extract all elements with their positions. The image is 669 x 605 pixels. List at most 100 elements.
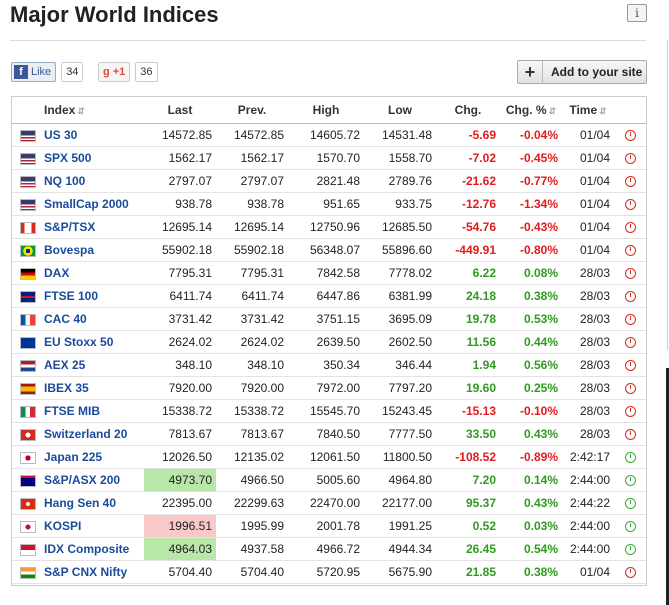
info-icon[interactable]: i: [627, 4, 647, 22]
last-value: 1562.17: [144, 146, 216, 170]
time-value: 28/03: [562, 353, 614, 377]
change-pct-value: -0.89%: [500, 445, 562, 469]
change-value: 11.56: [436, 330, 500, 354]
clock-cell: [614, 192, 646, 216]
index-name-link[interactable]: S&P CNX Nifty: [44, 560, 144, 584]
index-name-link[interactable]: EU Stoxx 50: [44, 330, 144, 354]
time-value: 2:42:17: [562, 445, 614, 469]
header-chg[interactable]: Chg.: [436, 97, 500, 124]
table-row[interactable]: FTSE 100 6411.74 6411.74 6447.86 6381.99…: [12, 284, 646, 308]
index-name-link[interactable]: US 30: [44, 123, 144, 147]
us-flag-icon: [20, 175, 36, 188]
table-row[interactable]: IDX Composite 4964.03 4937.58 4966.72 49…: [12, 537, 646, 561]
flag-icon: [12, 146, 44, 170]
index-name-link[interactable]: Hang Sen 40: [44, 491, 144, 515]
index-name-link[interactable]: Japan 225: [44, 445, 144, 469]
index-name-link[interactable]: S&P/TSX: [44, 215, 144, 239]
it-flag-icon: [20, 405, 36, 418]
clock-cell: [614, 353, 646, 377]
clock-cell: [614, 146, 646, 170]
index-name-link[interactable]: DAX: [44, 261, 144, 285]
au-flag-icon: [20, 474, 36, 487]
table-row[interactable]: Hang Sen 40 22395.00 22299.63 22470.00 2…: [12, 491, 646, 515]
index-name-link[interactable]: Switzerland 20: [44, 422, 144, 446]
clock-icon: [624, 406, 636, 418]
index-name-link[interactable]: Bovespa: [44, 238, 144, 262]
index-name-link[interactable]: IBEX 35: [44, 376, 144, 400]
clock-icon: [624, 475, 636, 487]
high-value: 22470.00: [288, 491, 364, 515]
change-value: 26.45: [436, 537, 500, 561]
flag-icon: [12, 330, 44, 354]
scrollbar-edge[interactable]: [666, 368, 669, 605]
prev-value: 12695.14: [216, 215, 288, 239]
index-name-link[interactable]: FTSE 100: [44, 284, 144, 308]
index-name-link[interactable]: KOSPI: [44, 514, 144, 538]
index-name-link[interactable]: SPX 500: [44, 146, 144, 170]
table-row[interactable]: SPX 500 1562.17 1562.17 1570.70 1558.70 …: [12, 146, 646, 170]
clock-cell: [614, 238, 646, 262]
header-high[interactable]: High: [288, 97, 364, 124]
google-plus-button[interactable]: g +1: [98, 62, 131, 82]
header-low[interactable]: Low: [364, 97, 436, 124]
clock-cell: [614, 330, 646, 354]
high-value: 1570.70: [288, 146, 364, 170]
header-time[interactable]: Time ⇵: [562, 97, 614, 124]
last-value: 12695.14: [144, 215, 216, 239]
header-last[interactable]: Last: [144, 97, 216, 124]
table-row[interactable]: IBEX 35 7920.00 7920.00 7972.00 7797.20 …: [12, 376, 646, 400]
table-row[interactable]: KOSPI 1996.51 1995.99 2001.78 1991.25 0.…: [12, 514, 646, 538]
change-value: -54.76: [436, 215, 500, 239]
table-row[interactable]: EU Stoxx 50 2624.02 2624.02 2639.50 2602…: [12, 330, 646, 354]
index-name-link[interactable]: FTSE MIB: [44, 399, 144, 423]
change-pct-value: -0.04%: [500, 123, 562, 147]
flag-icon: [12, 560, 44, 584]
high-value: 3751.15: [288, 307, 364, 331]
facebook-like[interactable]: f Like 34: [11, 62, 84, 82]
table-row[interactable]: CAC 40 3731.42 3731.42 3751.15 3695.09 1…: [12, 307, 646, 331]
change-value: 0.52: [436, 514, 500, 538]
table-row[interactable]: Bovespa 55902.18 55902.18 56348.07 55896…: [12, 238, 646, 262]
index-name-link[interactable]: AEX 25: [44, 353, 144, 377]
table-row[interactable]: Switzerland 20 7813.67 7813.67 7840.50 7…: [12, 422, 646, 446]
table-row[interactable]: NQ 100 2797.07 2797.07 2821.48 2789.76 -…: [12, 169, 646, 193]
high-value: 12750.96: [288, 215, 364, 239]
table-row[interactable]: Japan 225 12026.50 12135.02 12061.50 118…: [12, 445, 646, 469]
high-value: 7972.00: [288, 376, 364, 400]
index-name-link[interactable]: NQ 100: [44, 169, 144, 193]
facebook-like-button[interactable]: f Like: [11, 62, 57, 82]
clock-icon: [624, 337, 636, 349]
prev-value: 4966.50: [216, 468, 288, 492]
index-name-link[interactable]: CAC 40: [44, 307, 144, 331]
table-row[interactable]: DAX 7795.31 7795.31 7842.58 7778.02 6.22…: [12, 261, 646, 285]
prev-value: 1562.17: [216, 146, 288, 170]
change-value: 7.20: [436, 468, 500, 492]
prev-value: 6411.74: [216, 284, 288, 308]
change-value: 21.85: [436, 560, 500, 584]
header-index[interactable]: Index ⇵: [44, 97, 144, 124]
low-value: 5675.90: [364, 560, 436, 584]
time-value: 01/04: [562, 123, 614, 147]
index-name-link[interactable]: SmallCap 2000: [44, 192, 144, 216]
table-row[interactable]: SmallCap 2000 938.78 938.78 951.65 933.7…: [12, 192, 646, 216]
clock-icon: [624, 222, 636, 234]
table-row[interactable]: AEX 25 348.10 348.10 350.34 346.44 1.94 …: [12, 353, 646, 377]
table-row[interactable]: FTSE MIB 15338.72 15338.72 15545.70 1524…: [12, 399, 646, 423]
table-row[interactable]: S&P/TSX 12695.14 12695.14 12750.96 12685…: [12, 215, 646, 239]
table-row[interactable]: US 30 14572.85 14572.85 14605.72 14531.4…: [12, 123, 646, 147]
clock-icon: [624, 314, 636, 326]
change-value: -15.13: [436, 399, 500, 423]
google-plus[interactable]: g +1 36: [98, 62, 158, 82]
change-value: 1.94: [436, 353, 500, 377]
index-name-link[interactable]: IDX Composite: [44, 537, 144, 561]
table-row[interactable]: S&P CNX Nifty 5704.40 5704.40 5720.95 56…: [12, 560, 646, 584]
header-prev[interactable]: Prev.: [216, 97, 288, 124]
header-chg-pct[interactable]: Chg. % ⇵: [500, 97, 562, 124]
add-to-site-button[interactable]: + Add to your site: [517, 60, 647, 84]
jp-flag-icon: [20, 451, 36, 464]
change-pct-value: 0.08%: [500, 261, 562, 285]
index-name-link[interactable]: S&P/ASX 200: [44, 468, 144, 492]
change-pct-value: 0.38%: [500, 284, 562, 308]
last-value: 12026.50: [144, 445, 216, 469]
table-row[interactable]: S&P/ASX 200 4973.70 4966.50 5005.60 4964…: [12, 468, 646, 492]
